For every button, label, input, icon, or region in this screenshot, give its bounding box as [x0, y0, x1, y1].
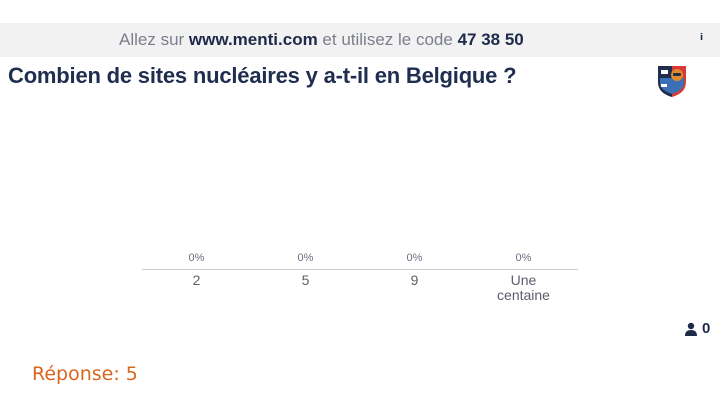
- join-middle: et utilisez le code: [317, 30, 458, 49]
- chart-column: 0% 2: [142, 250, 251, 288]
- category-label: Une centaine: [497, 272, 550, 303]
- user-icon: [685, 322, 697, 336]
- category-label: 9: [410, 272, 419, 288]
- bar-value-label: 0%: [515, 252, 532, 264]
- join-prefix: Allez sur: [119, 30, 189, 49]
- bar-value-label: 0%: [188, 252, 205, 264]
- chart-baseline: [142, 269, 578, 270]
- join-url[interactable]: www.menti.com: [188, 30, 318, 49]
- info-icon[interactable]: i: [700, 33, 704, 43]
- answer-note: Réponse: 5: [32, 363, 138, 385]
- bar-value-label: 0%: [297, 252, 314, 264]
- chart-column: 0% 9: [360, 250, 469, 288]
- results-chart: 0% 2 0% 5 0% 9 0% Une centaine: [142, 250, 578, 310]
- join-code: 47 38 50: [457, 30, 524, 49]
- ieg-logo-icon: [658, 66, 686, 97]
- category-label: 2: [192, 272, 201, 288]
- bar-value-label: 0%: [406, 252, 423, 264]
- category-label: 5: [301, 272, 310, 288]
- question-title: Combien de sites nucléaires y a-t-il en …: [8, 63, 517, 88]
- join-instructions-bar: [0, 23, 720, 57]
- chart-column: 0% 5: [251, 250, 360, 288]
- chart-column: 0% Une centaine: [469, 250, 578, 303]
- response-counter: 0: [684, 320, 710, 337]
- response-count: 0: [702, 320, 711, 337]
- join-instructions: Allez sur www.menti.com et utilisez le c…: [119, 30, 524, 50]
